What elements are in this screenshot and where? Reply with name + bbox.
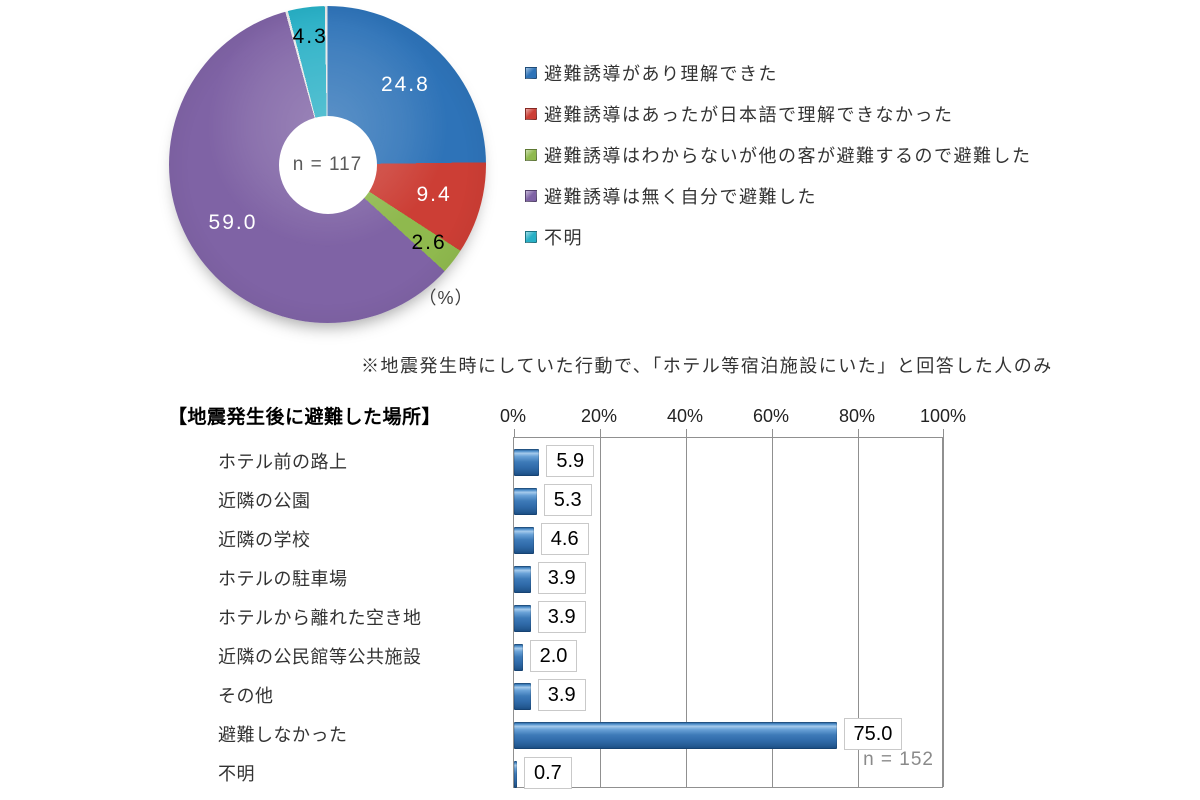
bar	[514, 644, 523, 671]
pie-slice-value: 4.3	[292, 25, 328, 49]
bar	[514, 605, 531, 632]
bar-row: 5.9	[514, 438, 942, 477]
bar-row: 3.9	[514, 555, 942, 594]
bar	[514, 449, 540, 476]
bar-value-label: 0.7	[524, 757, 572, 789]
bar-chart-title: 【地震発生後に避難した場所】	[168, 407, 442, 428]
donut-hole: n = 117	[278, 115, 377, 214]
bar	[514, 761, 517, 788]
bar-value-label: 3.9	[537, 562, 586, 594]
axis-tickmark	[514, 429, 515, 438]
bar-value-label: 75.0	[843, 718, 903, 750]
bar-row: 5.3	[514, 477, 942, 516]
bar	[514, 683, 531, 710]
bar-value-label: 4.6	[540, 523, 589, 555]
bar-category-label: ホテルの駐車場	[218, 569, 348, 589]
pie-slice-value: 59.0	[208, 210, 258, 234]
bar-category-label: 近隣の学校	[218, 530, 311, 550]
bar-row: 4.6	[514, 516, 942, 555]
legend-label: 避難誘導があり理解できた	[544, 64, 778, 84]
bar	[514, 722, 837, 749]
bar-value-label: 5.3	[543, 484, 592, 516]
bar-value-label: 5.9	[546, 445, 595, 477]
legend-item: 避難誘導は無く自分で避難した	[525, 184, 1032, 208]
category-labels: ホテル前の路上 近隣の公園近隣の学校ホテルの駐車場ホテルから離れた空き地 近隣の公民…	[218, 443, 508, 794]
legend-item: 避難誘導があり理解できた	[525, 61, 1032, 85]
bar-row: 2.0	[514, 633, 942, 672]
axis-tickmark	[600, 429, 601, 438]
bar-value-label: 3.9	[537, 601, 586, 633]
bar-category-label: その他	[218, 686, 274, 706]
bar-category-label: ホテル前の路上	[218, 452, 348, 472]
legend-item: 不明	[525, 225, 1032, 249]
bar-rows: 5.9 5.3 4.6 3.9 3.9 2.0 3.9 75.0 0.7	[514, 438, 942, 789]
x-axis-tick-label: 60%	[752, 406, 790, 426]
gridline	[858, 438, 859, 787]
legend-item: 避難誘導はあったが日本語で理解できなかった	[525, 102, 1032, 126]
bar	[514, 566, 531, 593]
x-axis-tick-label: 20%	[580, 406, 618, 426]
pie-legend: 避難誘導があり理解できた避難誘導はあったが日本語で理解できなかった避難誘導はわか…	[525, 61, 1032, 266]
legend-swatch-icon	[525, 231, 537, 243]
x-axis-tick-label: 80%	[838, 406, 876, 426]
bar	[514, 527, 534, 554]
bar-value-label: 3.9	[537, 679, 586, 711]
legend-swatch-icon	[525, 149, 537, 161]
gridline	[943, 438, 944, 787]
x-axis-tick-label: 100%	[919, 406, 967, 426]
axis-tickmark	[858, 429, 859, 438]
donut-chart: n = 117 24.8 9.4 2.6 59.0 4.3 （%）	[169, 6, 486, 323]
bar-value-label: 2.0	[529, 640, 578, 672]
footnote: ※地震発生時にしていた行動で、「ホテル等宿泊施設にいた」と回答した人のみ	[361, 356, 1053, 376]
axis-tickmark	[943, 429, 944, 438]
bar-category-label: 近隣の公園	[218, 491, 311, 511]
axis-tickmark	[686, 429, 687, 438]
bar-category-label: 近隣の公民館等公共施設	[218, 647, 422, 667]
bar-row: 0.7	[514, 750, 942, 789]
legend-label: 避難誘導は無く自分で避難した	[544, 187, 817, 207]
legend-swatch-icon	[525, 67, 537, 79]
pie-slice-value: 24.8	[380, 73, 430, 97]
bar-row: 3.9	[514, 594, 942, 633]
gridline	[772, 438, 773, 787]
pie-slice-value: 9.4	[416, 183, 452, 207]
bar-plot-area: 5.9 5.3 4.6 3.9 3.9 2.0 3.9 75.0 0.7 n = 152	[513, 429, 944, 789]
bar-row: 75.0	[514, 711, 942, 750]
x-axis-tick-label: 0%	[499, 406, 527, 426]
legend-label: 避難誘導はわからないが他の客が避難するので避難した	[544, 146, 1032, 166]
x-axis-labels: 0% 20% 40% 60% 80% 100%	[500, 406, 966, 430]
axis-tickmark	[772, 429, 773, 438]
legend-label: 避難誘導はあったが日本語で理解できなかった	[544, 105, 954, 125]
x-axis-tick-label: 40%	[666, 406, 704, 426]
bar	[514, 488, 537, 515]
sample-size-pie: n = 117	[292, 153, 363, 175]
sample-size-bar: n = 152	[863, 749, 934, 770]
bar-category-label: 避難しなかった	[218, 725, 348, 745]
percent-unit-label: （%）	[418, 288, 474, 308]
legend-swatch-icon	[525, 108, 537, 120]
gridline	[686, 438, 687, 787]
legend-label: 不明	[544, 228, 583, 248]
pie-slice-value: 2.6	[411, 230, 447, 254]
bar-category-label: ホテルから離れた空き地	[218, 608, 422, 628]
legend-item: 避難誘導はわからないが他の客が避難するので避難した	[525, 143, 1032, 167]
gridline	[600, 438, 601, 787]
legend-swatch-icon	[525, 190, 537, 202]
bar-row: 3.9	[514, 672, 942, 711]
bar-category-label: 不明	[218, 764, 255, 784]
